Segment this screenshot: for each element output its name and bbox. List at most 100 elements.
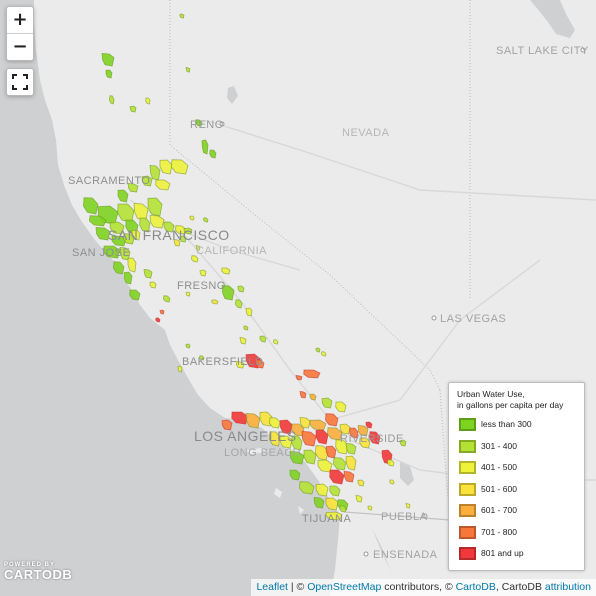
water-district-polygon[interactable]	[365, 421, 373, 429]
water-district-polygon[interactable]	[201, 139, 209, 155]
water-district-polygon[interactable]	[198, 355, 205, 361]
water-district-polygon[interactable]	[329, 485, 341, 497]
water-district-polygon[interactable]	[367, 505, 373, 511]
water-district-polygon[interactable]	[117, 189, 129, 203]
water-district-polygon[interactable]	[349, 427, 359, 439]
water-district-polygon[interactable]	[108, 95, 115, 105]
water-district-polygon[interactable]	[315, 429, 329, 445]
water-district-polygon[interactable]	[345, 455, 357, 471]
water-district-polygon[interactable]	[279, 435, 293, 449]
water-district-polygon[interactable]	[289, 469, 301, 481]
water-district-polygon[interactable]	[141, 175, 153, 187]
water-district-polygon[interactable]	[209, 149, 217, 159]
water-district-polygon[interactable]	[123, 271, 133, 285]
water-district-polygon[interactable]	[221, 419, 233, 431]
water-district-polygon[interactable]	[159, 309, 165, 315]
water-district-polygon[interactable]	[235, 360, 245, 369]
water-district-polygon[interactable]	[129, 289, 141, 301]
water-district-polygon[interactable]	[129, 105, 137, 113]
water-district-polygon[interactable]	[243, 325, 249, 331]
water-district-polygon[interactable]	[190, 255, 199, 263]
water-district-polygon[interactable]	[112, 261, 125, 275]
attribution-link[interactable]: attribution	[544, 581, 591, 593]
water-district-polygon[interactable]	[127, 257, 137, 273]
water-district-polygon[interactable]	[289, 450, 305, 465]
water-district-polygon[interactable]	[313, 496, 325, 509]
water-district-polygon[interactable]	[231, 411, 249, 425]
water-district-polygon[interactable]	[255, 359, 265, 369]
water-districts-layer[interactable]	[82, 13, 411, 521]
water-district-polygon[interactable]	[345, 442, 357, 455]
water-district-polygon[interactable]	[155, 317, 161, 323]
water-district-polygon[interactable]	[183, 227, 193, 235]
cartodb-link[interactable]: CartoDB	[455, 581, 496, 593]
water-district-polygon[interactable]	[131, 229, 141, 241]
water-district-polygon[interactable]	[339, 423, 351, 435]
water-district-polygon[interactable]	[329, 469, 345, 485]
water-district-polygon[interactable]	[162, 295, 171, 303]
water-district-polygon[interactable]	[389, 479, 395, 485]
water-district-polygon[interactable]	[298, 481, 315, 495]
fullscreen-button[interactable]	[6, 68, 34, 96]
water-district-polygon[interactable]	[109, 221, 125, 235]
water-district-polygon[interactable]	[139, 217, 151, 233]
water-district-polygon[interactable]	[239, 336, 247, 345]
water-district-polygon[interactable]	[185, 66, 191, 73]
water-district-polygon[interactable]	[122, 233, 135, 245]
water-district-polygon[interactable]	[95, 226, 111, 241]
water-district-polygon[interactable]	[303, 369, 321, 379]
water-district-polygon[interactable]	[321, 397, 333, 409]
water-district-polygon[interactable]	[174, 225, 187, 235]
water-district-polygon[interactable]	[325, 511, 343, 521]
water-district-polygon[interactable]	[245, 412, 261, 429]
water-district-polygon[interactable]	[355, 494, 363, 503]
water-district-polygon[interactable]	[335, 439, 349, 455]
water-district-polygon[interactable]	[237, 285, 245, 293]
water-district-polygon[interactable]	[386, 459, 395, 467]
zoom-out-button[interactable]: −	[7, 33, 33, 60]
water-district-polygon[interactable]	[179, 235, 187, 243]
water-district-polygon[interactable]	[357, 479, 365, 487]
water-district-polygon[interactable]	[343, 470, 355, 483]
osm-link[interactable]: OpenStreetMap	[307, 581, 382, 593]
water-district-polygon[interactable]	[315, 483, 329, 497]
water-district-polygon[interactable]	[179, 13, 185, 19]
water-district-polygon[interactable]	[320, 351, 327, 357]
water-district-polygon[interactable]	[149, 281, 157, 289]
water-district-polygon[interactable]	[105, 69, 113, 79]
water-district-polygon[interactable]	[211, 299, 219, 305]
water-district-polygon[interactable]	[315, 347, 321, 353]
water-district-polygon[interactable]	[268, 431, 281, 447]
water-district-polygon[interactable]	[299, 416, 311, 429]
water-district-polygon[interactable]	[368, 431, 381, 445]
water-district-polygon[interactable]	[199, 269, 207, 277]
water-district-polygon[interactable]	[339, 505, 347, 513]
water-district-polygon[interactable]	[332, 457, 347, 471]
water-district-polygon[interactable]	[301, 430, 317, 447]
water-district-polygon[interactable]	[185, 291, 191, 297]
water-district-polygon[interactable]	[111, 235, 127, 247]
water-district-polygon[interactable]	[170, 159, 189, 175]
water-district-polygon[interactable]	[259, 411, 273, 427]
water-district-polygon[interactable]	[155, 179, 171, 191]
leaflet-link[interactable]: Leaflet	[256, 581, 288, 593]
water-district-polygon[interactable]	[291, 435, 303, 451]
water-district-polygon[interactable]	[295, 374, 303, 381]
water-district-polygon[interactable]	[202, 217, 209, 223]
water-district-polygon[interactable]	[309, 393, 317, 401]
water-district-polygon[interactable]	[189, 215, 195, 221]
water-district-polygon[interactable]	[234, 299, 243, 309]
water-district-polygon[interactable]	[82, 197, 99, 215]
water-district-polygon[interactable]	[399, 439, 407, 447]
water-district-polygon[interactable]	[268, 417, 281, 429]
water-district-polygon[interactable]	[221, 267, 231, 275]
water-district-polygon[interactable]	[279, 419, 293, 435]
water-district-polygon[interactable]	[335, 401, 347, 413]
water-district-polygon[interactable]	[299, 390, 307, 399]
water-district-polygon[interactable]	[147, 197, 163, 217]
water-district-polygon[interactable]	[145, 97, 151, 105]
water-district-polygon[interactable]	[103, 245, 121, 259]
water-district-polygon[interactable]	[324, 413, 339, 427]
water-district-polygon[interactable]	[185, 343, 191, 349]
water-district-polygon[interactable]	[359, 437, 371, 449]
